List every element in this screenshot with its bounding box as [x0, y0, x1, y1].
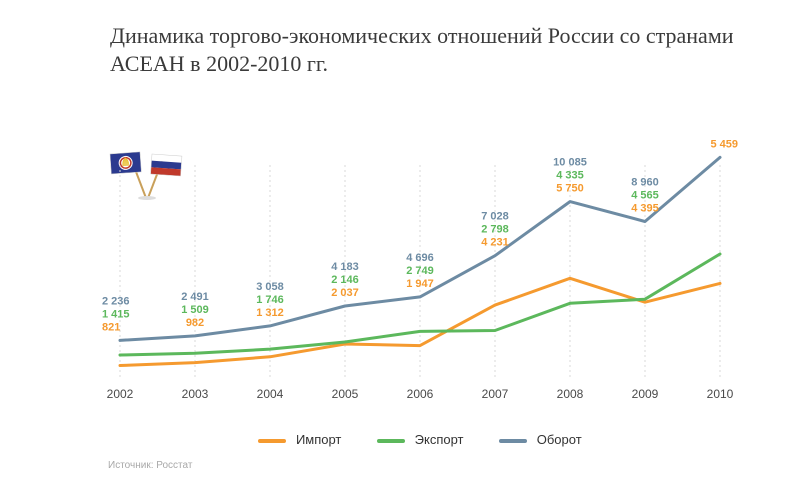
svg-text:4 335: 4 335: [556, 170, 584, 182]
svg-text:1 509: 1 509: [181, 304, 209, 316]
svg-text:2005: 2005: [332, 387, 359, 401]
svg-text:1 746: 1 746: [256, 294, 284, 306]
legend: Импорт Экспорт Оборот: [100, 432, 740, 447]
source-text: Источник: Росстат: [108, 460, 192, 471]
svg-text:5 750: 5 750: [556, 183, 584, 195]
svg-text:2 037: 2 037: [331, 287, 359, 299]
legend-item-turnover: Оборот: [499, 432, 582, 447]
legend-swatch-turnover: [499, 439, 527, 443]
svg-text:4 696: 4 696: [406, 252, 434, 264]
svg-text:821: 821: [102, 321, 120, 333]
svg-text:1 312: 1 312: [256, 307, 284, 319]
svg-text:2 146: 2 146: [331, 274, 359, 286]
svg-text:982: 982: [186, 317, 204, 329]
legend-label-turnover: Оборот: [537, 432, 582, 447]
svg-text:2003: 2003: [182, 387, 209, 401]
svg-text:1 415: 1 415: [102, 308, 130, 320]
legend-item-export: Экспорт: [377, 432, 463, 447]
svg-text:2 749: 2 749: [406, 265, 434, 277]
svg-text:4 565: 4 565: [631, 189, 659, 201]
chart-title: Динамика торгово-экономических отношений…: [110, 22, 740, 77]
legend-swatch-export: [377, 439, 405, 443]
legend-swatch-import: [258, 439, 286, 443]
svg-text:4 395: 4 395: [631, 202, 659, 214]
svg-text:5 459: 5 459: [710, 140, 738, 150]
svg-text:4 183: 4 183: [331, 261, 359, 273]
svg-text:1 947: 1 947: [406, 278, 434, 290]
svg-text:7 028: 7 028: [481, 211, 509, 223]
svg-text:2002: 2002: [107, 387, 134, 401]
svg-text:8 960: 8 960: [631, 176, 659, 188]
svg-text:2 236: 2 236: [102, 295, 130, 307]
svg-text:2 491: 2 491: [181, 291, 209, 303]
svg-text:2006: 2006: [407, 387, 434, 401]
legend-label-import: Импорт: [296, 432, 341, 447]
page: Динамика торгово-экономических отношений…: [0, 0, 800, 504]
legend-label-export: Экспорт: [415, 432, 464, 447]
svg-text:2008: 2008: [557, 387, 584, 401]
line-chart: 2002200320042005200620072008200920108211…: [100, 140, 740, 420]
svg-text:3 058: 3 058: [256, 281, 284, 293]
svg-text:2004: 2004: [257, 387, 284, 401]
svg-text:2010: 2010: [707, 387, 734, 401]
svg-text:2009: 2009: [632, 387, 659, 401]
svg-text:2 798: 2 798: [481, 224, 509, 236]
legend-item-import: Импорт: [258, 432, 341, 447]
svg-text:2007: 2007: [482, 387, 509, 401]
svg-text:4 231: 4 231: [481, 237, 509, 249]
svg-text:10 085: 10 085: [553, 157, 587, 169]
